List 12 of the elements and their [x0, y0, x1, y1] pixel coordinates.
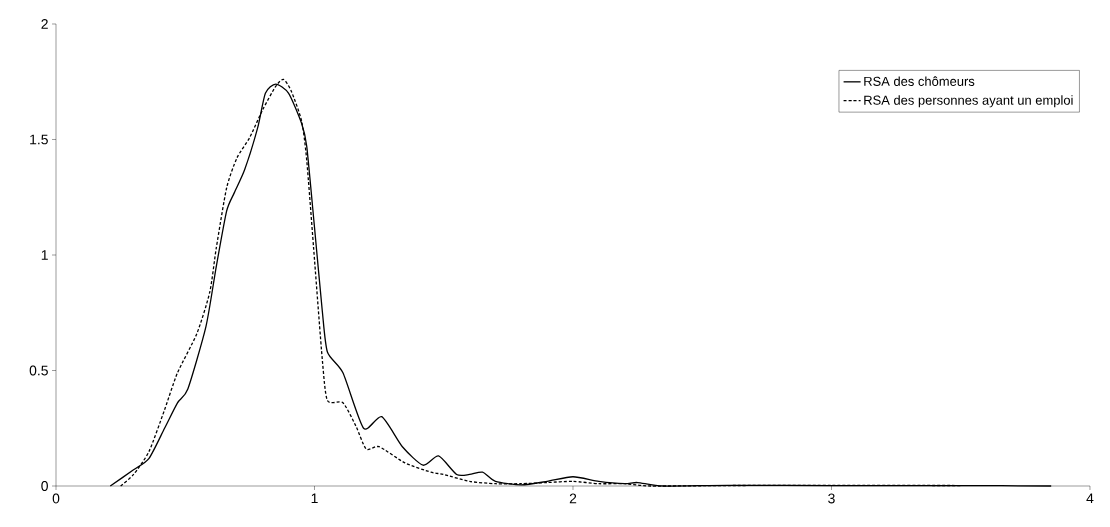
x-tick-label: 4	[1086, 493, 1094, 504]
legend-label: RSA des personnes ayant un emploi	[864, 95, 1073, 108]
legend-label: RSA des chômeurs	[864, 76, 975, 86]
x-tick-label: 2	[569, 493, 577, 504]
x-tick-label: 0	[52, 493, 60, 504]
y-tick-label: 0	[41, 481, 48, 491]
y-tick-label: 0.5	[29, 365, 48, 376]
x-tick-label: 3	[828, 493, 835, 504]
y-tick-label: 2	[41, 19, 48, 29]
x-tick-label: 1	[311, 493, 318, 504]
y-tick-label: 1	[41, 250, 48, 260]
y-tick-label: 1.5	[30, 134, 48, 145]
